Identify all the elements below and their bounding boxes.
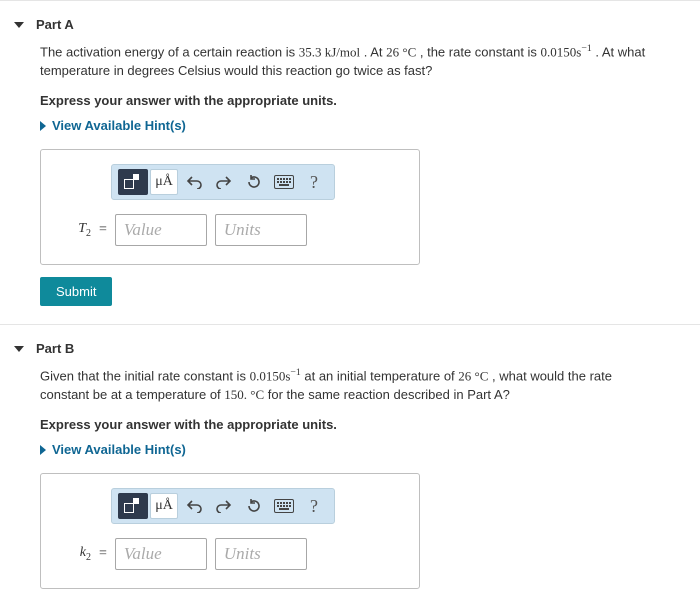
variable-label: k2 [57,545,91,563]
redo-button[interactable] [210,493,238,519]
reset-button[interactable] [240,169,268,195]
redo-button[interactable] [210,169,238,195]
k-unit-exp: −1 [290,367,300,378]
celsius: C [255,387,264,402]
ea-value: 35.3 [299,44,322,59]
part-b-title: Part B [36,341,74,356]
part-b-answer-box: μÅ ? k2 = [40,473,420,589]
deg: ° [471,368,479,383]
text: at an initial temperature of [301,368,459,383]
part-a-body: The activation energy of a certain react… [0,42,700,265]
part-a-answer-box: μÅ ? T2 = [40,149,420,265]
part-a-header[interactable]: Part A [0,13,700,42]
deg: ° [399,44,407,59]
celsius: C [408,44,417,59]
units-symbol-button[interactable]: μÅ [150,169,178,195]
keyboard-button[interactable] [270,169,298,195]
chevron-right-icon [40,445,46,455]
text: The activation energy of a certain react… [40,44,299,59]
text: Given that the initial rate constant is [40,368,250,383]
reset-button[interactable] [240,493,268,519]
collapse-caret-icon [14,346,24,352]
undo-button[interactable] [180,169,208,195]
undo-icon [186,175,202,189]
answer-row: T2 = [57,214,403,246]
template-picker-button[interactable] [118,493,148,519]
t1-value: 26 [386,44,399,59]
part-b-body: Given that the initial rate constant is … [0,366,700,589]
equals: = [99,546,107,562]
keyboard-icon [274,175,294,189]
submit-button[interactable]: Submit [40,277,112,306]
t2-value: 150. [224,387,247,402]
ea-unit: kJ/mol [321,44,360,59]
equals: = [99,222,107,238]
units-input[interactable] [215,538,307,570]
units-input[interactable] [215,214,307,246]
k-value: 0.0150 [250,368,286,383]
variable-label: T2 [57,221,91,239]
k-value: 0.0150 [541,44,577,59]
undo-button[interactable] [180,493,208,519]
answer-toolbar: μÅ ? [111,488,335,524]
part-b-prompt: Given that the initial rate constant is … [40,366,660,405]
t1-value: 26 [458,368,471,383]
part-a-prompt: The activation energy of a certain react… [40,42,660,81]
keyboard-icon [274,499,294,513]
redo-icon [216,499,232,513]
help-button[interactable]: ? [300,169,328,195]
view-hints-link[interactable]: View Available Hint(s) [40,442,660,457]
submit-row: Submit [40,277,700,306]
redo-icon [216,175,232,189]
text: for the same reaction described in Part … [264,387,510,402]
help-button[interactable]: ? [300,493,328,519]
undo-icon [186,499,202,513]
answer-row: k2 = [57,538,403,570]
part-b-instruction: Express your answer with the appropriate… [40,417,660,432]
text: . At [360,44,386,59]
answer-toolbar: μÅ ? [111,164,335,200]
hints-label: View Available Hint(s) [52,118,186,133]
units-symbol-button[interactable]: μÅ [150,493,178,519]
hints-label: View Available Hint(s) [52,442,186,457]
collapse-caret-icon [14,22,24,28]
chevron-right-icon [40,121,46,131]
text: , the rate constant is [416,44,540,59]
reset-icon [246,498,262,514]
part-a-instruction: Express your answer with the appropriate… [40,93,660,108]
keyboard-button[interactable] [270,493,298,519]
template-picker-button[interactable] [118,169,148,195]
value-input[interactable] [115,214,207,246]
view-hints-link[interactable]: View Available Hint(s) [40,118,660,133]
reset-icon [246,174,262,190]
part-b-header[interactable]: Part B [0,337,700,366]
part-a-title: Part A [36,17,74,32]
part-a: Part A The activation energy of a certai… [0,0,700,324]
k-unit-exp: −1 [581,43,591,54]
value-input[interactable] [115,538,207,570]
part-b: Part B Given that the initial rate const… [0,324,700,607]
